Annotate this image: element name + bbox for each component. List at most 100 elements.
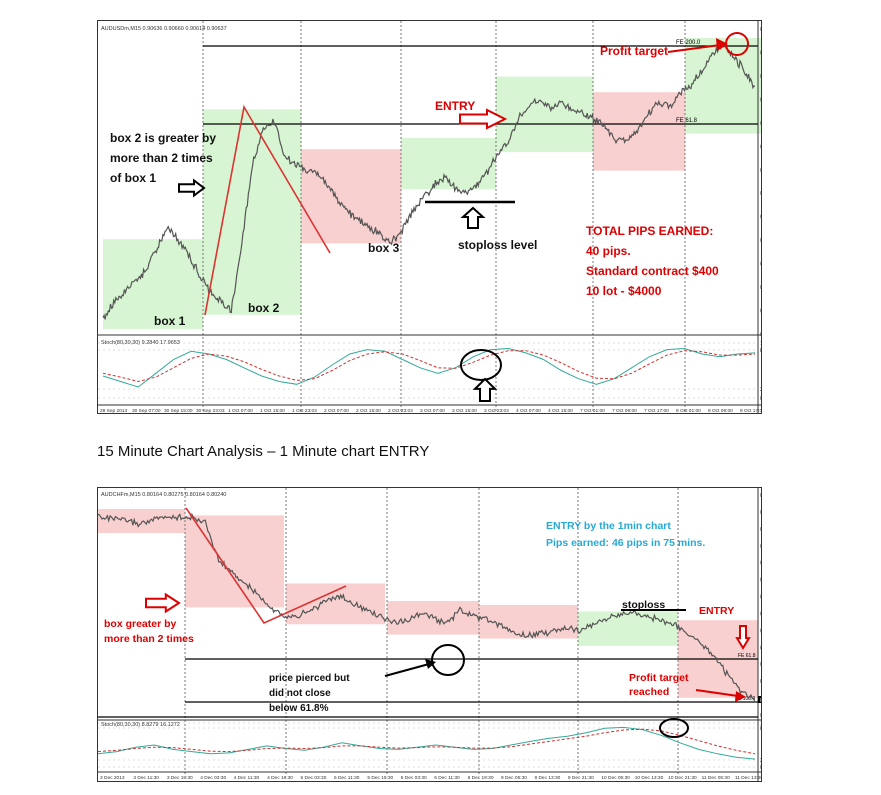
chart-panel-audusd: FE 200.0 FE 61.8 AUDUSDm,M15 0.90636 0.906… — [97, 20, 762, 414]
y-tick-label: 0.82220 — [760, 544, 761, 550]
range-box-1 — [98, 509, 185, 533]
x-tick-label: 7 Oct 01:00 — [580, 408, 605, 413]
x-tick-label: 6 Dec 19:30 — [468, 775, 494, 781]
stoch-main-line — [98, 726, 756, 760]
y-tick-label: 0.81145 — [760, 628, 761, 634]
y-tick-label: 0.94265 — [760, 121, 761, 127]
entry-label: ENTRY — [435, 99, 475, 113]
stoch-cross-circle — [460, 349, 502, 381]
y-tick-label: 0.82005 — [760, 561, 761, 567]
pierced-note-line: price pierced but — [269, 673, 350, 684]
price-line-audchf — [98, 512, 756, 703]
x-tick-label: 3 Oct 15:00 — [452, 408, 477, 413]
x-tick-label: 4 Dec 19:30 — [267, 775, 293, 781]
symbol-header: AUDUSDm,M15 0.90636 0.90660 0.90614 0.90… — [101, 26, 227, 32]
stoploss-label: stoploss level — [458, 238, 537, 252]
stoch-cross-arrow — [472, 377, 498, 402]
y-tick-label: 0.93760 — [760, 191, 761, 197]
pierced-circle — [431, 644, 465, 676]
fe-lower-label: FE 61.8 — [676, 118, 698, 124]
range-box-5 — [496, 76, 593, 153]
stoch-tick-label: 80 — [760, 726, 761, 732]
y-tick-label: 0.94435 — [760, 97, 761, 103]
entry-note-line: ENTRY by the 1min chart — [546, 520, 671, 532]
y-tick-label: 0.80710 — [760, 662, 761, 668]
pierced-arrow-shaft — [384, 663, 430, 677]
y-tick-label: 0.93090 — [760, 285, 761, 291]
x-tick-label: 2 Oct 15:00 — [356, 408, 381, 413]
pips-note-line: TOTAL PIPS EARNED: — [586, 224, 713, 238]
chart-panel-audchf: FE 61.8 FE 100.0 AUDCHFm,M15 0.80164 0.802… — [97, 487, 762, 782]
y-tick-label: 0.93930 — [760, 168, 761, 174]
y-tick-label: 0.81790 — [760, 578, 761, 584]
range-box-2 — [203, 109, 301, 315]
y-tick-label: 0.93255 — [760, 262, 761, 268]
range-box-3 — [301, 149, 401, 244]
pierced-arrowhead — [425, 659, 436, 669]
x-tick-label: 7 Oct 09:00 — [612, 408, 637, 413]
range-box-7 — [685, 37, 761, 134]
pierced-note-line: below 61.8% — [269, 703, 329, 714]
stoch-header: Stoch(80,30,30) 9.2840 17.9653 — [101, 340, 180, 346]
stoch-tick-label: 20 — [760, 758, 761, 764]
chart-caption: 15 Minute Chart Analysis – 1 Minute char… — [97, 443, 430, 460]
stoch-tick-label: 80 — [760, 348, 761, 354]
box-greater-line: more than 2 times — [104, 633, 194, 645]
stoch-tick-label: 100 — [760, 341, 761, 347]
x-tick-label: 8 Oct 09:00 — [708, 408, 733, 413]
y-tick-label: 0.80495 — [760, 679, 761, 685]
price-line-audusd — [102, 41, 756, 320]
x-tick-label: 30 Sep 07:00 — [132, 408, 161, 413]
stoploss-label: stoploss — [622, 599, 665, 611]
y-tick-label: 0.94770 — [760, 50, 761, 56]
x-tick-label: 5 Dec 19:30 — [367, 775, 393, 781]
x-tick-label: 8 Oct 01:00 — [676, 408, 701, 413]
y-tick-label: 0.94600 — [760, 74, 761, 80]
x-tick-label: 4 Dec 11:30 — [234, 775, 260, 781]
x-tick-label: 4 Oct 07:00 — [516, 408, 541, 413]
y-tick-label: 0.82650 — [760, 510, 761, 516]
y-tick-label: 0.94935 — [760, 27, 761, 33]
x-tick-label: 30 Sep 15:00 — [164, 408, 193, 413]
x-tick-label: 10 Dec 21:30 — [668, 775, 697, 781]
x-tick-label: 6 Dec 03:30 — [401, 775, 427, 781]
y-tick-label: 0.92920 — [760, 309, 761, 315]
x-tick-label: 30 Sep 23:03 — [196, 408, 225, 413]
stoch-main-line — [102, 347, 756, 388]
x-tick-label: 3 Oct 07:00 — [420, 408, 445, 413]
x-tick-label: 5 Dec 11:30 — [334, 775, 360, 781]
x-tick-label: 1 Oct 15:00 — [260, 408, 285, 413]
x-tick-label: 10 Dec 13:30 — [635, 775, 664, 781]
profit-note-line: reached — [629, 686, 669, 698]
stoch-signal-line — [98, 728, 756, 755]
range-box-6 — [593, 92, 685, 171]
x-tick-label: 4 Dec 03:30 — [200, 775, 226, 781]
pips-note-line: 10 lot - $4000 — [586, 284, 662, 298]
stoch-tick-label: 0 — [760, 765, 761, 771]
current-price-badge — [758, 696, 761, 703]
current-price-label: 0.80240 — [760, 698, 761, 704]
x-tick-label: 2 Oct 07:00 — [324, 408, 349, 413]
y-tick-label: 0.81575 — [760, 595, 761, 601]
box2-label: box 2 — [248, 301, 280, 315]
y-tick-label: 0.81360 — [760, 611, 761, 617]
fibo-zigzag — [204, 104, 331, 316]
pierced-note-line: did not close — [269, 688, 331, 699]
profit-arrowhead — [735, 691, 746, 702]
stoch-tick-label: 20 — [760, 387, 761, 393]
fe-upper-label: FE 200.0 — [676, 40, 701, 46]
stoch-header: Stoch(80,30,30) 8.8279 16.1272 — [101, 722, 180, 728]
box2-note-line: of box 1 — [110, 171, 156, 185]
x-tick-label: 11 Dec 13:30 — [735, 775, 761, 781]
x-tick-label: 1 Oct 07:00 — [228, 408, 253, 413]
range-box-3 — [286, 583, 385, 625]
entry-arrow — [459, 108, 508, 130]
y-tick-label: 0.80065 — [760, 713, 761, 719]
entry-arrow — [735, 625, 751, 650]
box2-note-line: box 2 is greater by — [110, 131, 216, 145]
profit-target-circle — [725, 32, 749, 56]
x-tick-label: 7 Oct 17:00 — [644, 408, 669, 413]
x-tick-label: 3 Dec 11:30 — [133, 775, 159, 781]
profit-note-line: Profit target — [629, 672, 689, 684]
fe-618-label: FE 61.8 — [738, 653, 756, 659]
